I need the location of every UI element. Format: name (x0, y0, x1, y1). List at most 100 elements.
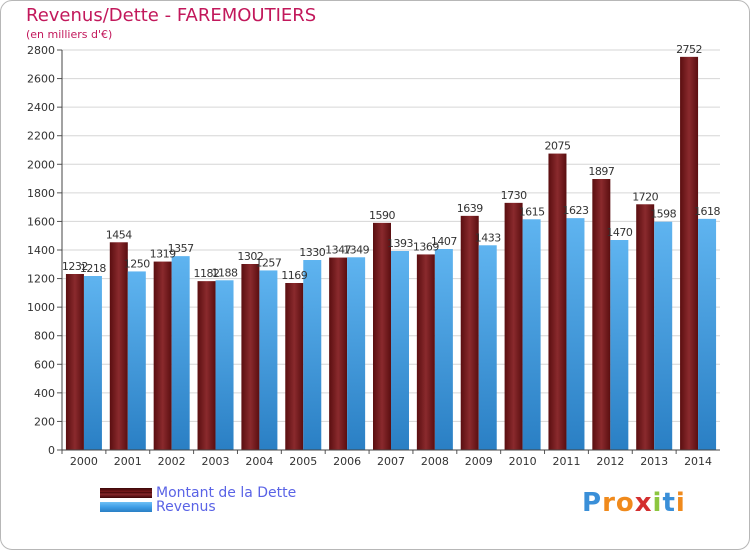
data-label-revenus: 1598 (650, 208, 676, 221)
data-label-revenus: 1250 (124, 257, 150, 270)
x-tick-label: 2009 (465, 455, 493, 468)
y-axis-ticks: 0 200 400 600 800 1000 1200 1400 1600 1800 2000 220… (27, 44, 62, 457)
proxiti-logo: Proxiti (582, 488, 686, 518)
data-label-revenus: 1470 (606, 226, 632, 239)
x-tick-label: 2001 (114, 455, 142, 468)
data-label-dette: 1232 (62, 260, 88, 273)
logo-letter: r (602, 488, 616, 518)
y-tick-label: 1400 (27, 244, 55, 257)
bar-dette (416, 254, 435, 450)
y-tick-label: 1000 (27, 301, 55, 314)
bar-revenus (522, 219, 541, 450)
chart-subtitle: (en milliers d'€) (26, 28, 113, 41)
data-label-revenus: 1433 (475, 231, 501, 244)
bar-revenus (654, 221, 673, 450)
y-tick-label: 0 (48, 444, 55, 457)
bar-revenus (478, 245, 497, 450)
legend-item-revenus: Revenus (100, 499, 296, 515)
data-label-dette: 1319 (150, 248, 176, 261)
bar-dette (197, 281, 216, 450)
x-tick-label: 2010 (509, 455, 537, 468)
data-label-dette: 2075 (544, 140, 570, 153)
data-label-dette: 1590 (369, 209, 395, 222)
data-label-dette: 1182 (194, 267, 220, 280)
data-label-dette: 1454 (106, 228, 132, 241)
legend: Montant de la Dette Revenus (100, 485, 297, 515)
legend-swatch-revenus (100, 502, 152, 512)
data-label-revenus: 1218 (80, 262, 106, 275)
y-tick-label: 400 (34, 387, 55, 400)
data-label-dette: 1347 (325, 244, 351, 257)
legend-item-dette: Montant de la Dette (100, 485, 297, 501)
x-tick-label: 2006 (333, 455, 361, 468)
y-tick-label: 200 (34, 415, 55, 428)
bar-revenus (391, 251, 409, 450)
x-tick-label: 2000 (70, 455, 98, 468)
y-tick-label: 1600 (27, 215, 55, 228)
bar-dette (65, 274, 84, 450)
bar-revenus (127, 271, 146, 450)
data-label-dette: 1730 (501, 189, 527, 202)
x-tick-label: 2012 (596, 455, 624, 468)
bar-revenus (566, 218, 585, 450)
legend-label-revenus: Revenus (156, 499, 216, 515)
logo-letter: x (634, 488, 653, 518)
logo-letter: t (662, 488, 676, 518)
data-label-dette: 1639 (457, 202, 483, 215)
bar-revenus (303, 260, 322, 450)
y-tick-label: 1800 (27, 187, 55, 200)
bar-dette (285, 283, 304, 450)
legend-label-dette: Montant de la Dette (156, 485, 297, 501)
x-tick-label: 2003 (202, 455, 230, 468)
y-tick-label: 600 (34, 358, 55, 371)
bar-revenus (215, 280, 234, 450)
bar-dette (680, 56, 699, 450)
x-tick-label: 2007 (377, 455, 405, 468)
bar-dette (329, 257, 348, 450)
data-label-revenus: 1188 (212, 266, 238, 279)
bar-dette (373, 222, 391, 450)
y-tick-label: 2000 (27, 158, 55, 171)
data-label-dette: 1302 (237, 250, 263, 263)
data-label-revenus: 1393 (387, 237, 413, 250)
data-label-revenus: 1349 (343, 243, 369, 256)
bar-dette (153, 261, 172, 450)
bar-revenus (347, 257, 366, 450)
data-label-revenus: 1330 (299, 246, 325, 259)
y-tick-label: 2600 (27, 73, 55, 86)
logo-letter: i (652, 488, 663, 518)
axes (61, 50, 720, 451)
data-label-dette: 1169 (281, 269, 307, 282)
data-label-revenus: 1357 (168, 242, 194, 255)
bar-dette (592, 179, 611, 450)
bar-dette (548, 153, 567, 451)
y-tick-label: 1200 (27, 273, 55, 286)
bar-revenus (171, 256, 190, 450)
x-tick-label: 2002 (158, 455, 186, 468)
data-label-revenus: 1618 (694, 205, 720, 218)
bar-revenus (434, 249, 453, 450)
data-label-revenus: 1623 (562, 204, 588, 217)
bar-dette (460, 215, 479, 450)
bar-revenus (259, 270, 278, 450)
bar-revenus (83, 276, 102, 450)
bar-dette (109, 242, 128, 450)
x-tick-label: 2005 (289, 455, 317, 468)
x-tick-label: 2004 (245, 455, 273, 468)
data-label-revenus: 1257 (255, 256, 281, 269)
chart-title: Revenus/Dette - FAREMOUTIERS (26, 5, 317, 26)
y-tick-label: 2400 (27, 101, 55, 114)
bars (65, 56, 717, 451)
logo-letter: o (615, 488, 635, 518)
data-label-dette: 1369 (413, 240, 439, 253)
data-label-revenus: 1615 (519, 205, 545, 218)
logo-letter: i (675, 488, 686, 518)
data-label-revenus: 1407 (431, 235, 457, 248)
x-tick-label: 2008 (421, 455, 449, 468)
data-label-dette: 1897 (588, 165, 614, 178)
legend-swatch-dette (100, 488, 152, 498)
y-tick-label: 2800 (27, 44, 55, 57)
logo-letter: P (582, 488, 603, 518)
